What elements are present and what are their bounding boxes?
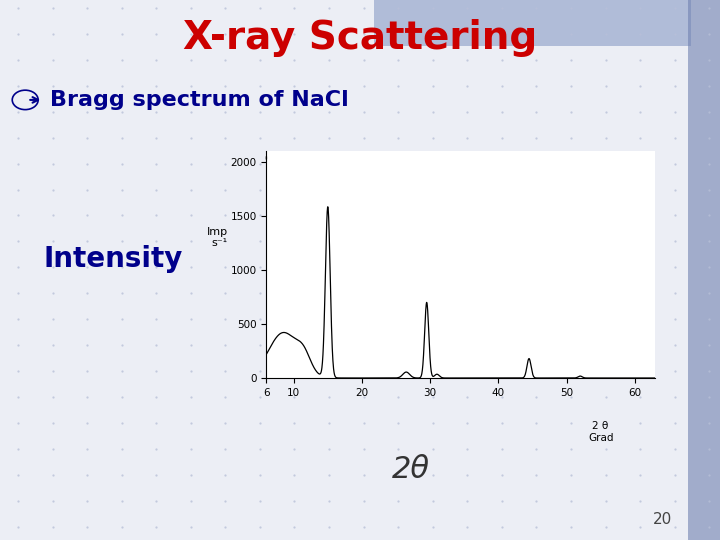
Text: Intensity: Intensity <box>43 245 183 273</box>
Y-axis label: Imp
s⁻¹: Imp s⁻¹ <box>207 227 228 248</box>
Text: 2 θ
Grad: 2 θ Grad <box>588 421 613 443</box>
Text: 20: 20 <box>653 511 672 526</box>
Text: Bragg spectrum of NaCl: Bragg spectrum of NaCl <box>50 90 349 110</box>
Text: 2θ: 2θ <box>392 455 429 484</box>
Bar <box>374 0 691 46</box>
Text: X-ray Scattering: X-ray Scattering <box>183 19 537 57</box>
Bar <box>688 0 720 540</box>
